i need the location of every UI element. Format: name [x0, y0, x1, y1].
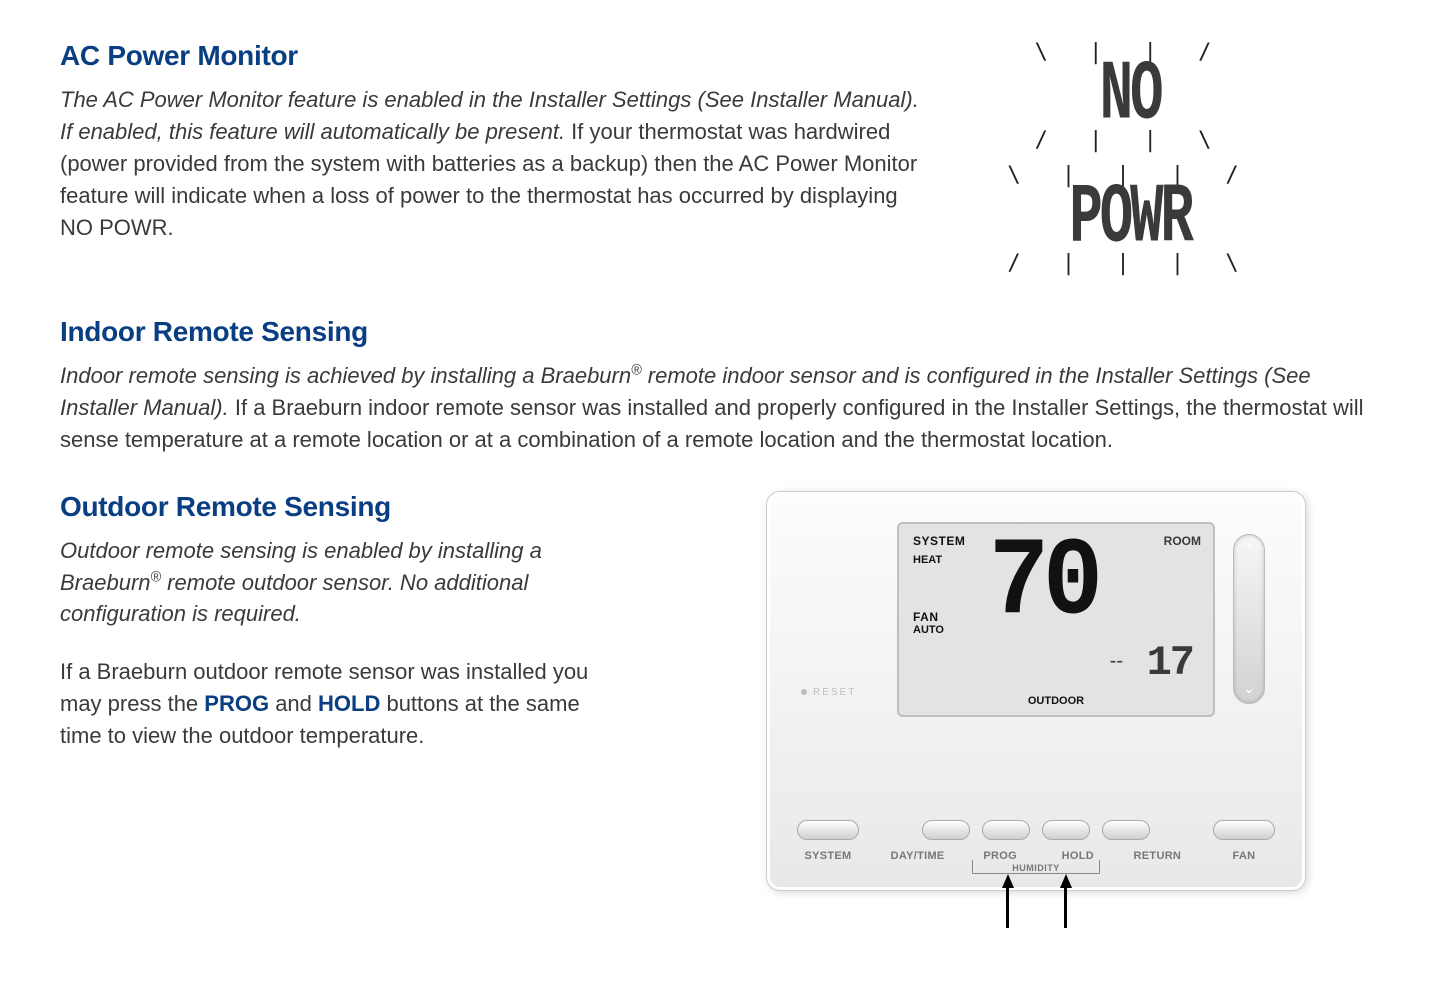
screen-outdoor-temp: 17 — [1147, 639, 1193, 687]
lcd-no-powr-figure: \ | | / NO / | | \ \ | | | / POWR / | | … — [970, 40, 1290, 276]
registered-mark-icon: ® — [151, 569, 162, 585]
section-indoor-remote-sensing: Indoor Remote Sensing Indoor remote sens… — [60, 316, 1392, 456]
thermostat-device: RESET SYSTEM HEAT FAN AUTO 70 ROOM -- 17… — [766, 491, 1306, 891]
daytime-button-label: DAY/TIME — [889, 850, 947, 862]
section-outdoor-remote-sensing: Outdoor Remote Sensing Outdoor remote se… — [60, 491, 1392, 891]
hold-ref: HOLD — [318, 691, 380, 716]
thermostat-screen: SYSTEM HEAT FAN AUTO 70 ROOM -- 17 OUTDO… — [897, 522, 1215, 717]
arrow-stem-icon — [1064, 888, 1067, 928]
section2-italic-pre: Indoor remote sensing is achieved by ins… — [60, 363, 631, 388]
screen-room-label: ROOM — [1164, 534, 1201, 548]
arrow-stem-icon — [1006, 888, 1009, 928]
reset-dot-icon — [801, 689, 807, 695]
section2-paragraph: Indoor remote sensing is achieved by ins… — [60, 360, 1392, 456]
section3-mid: and — [269, 691, 318, 716]
section3-para2: If a Braeburn outdoor remote sensor was … — [60, 656, 620, 752]
section3-text: Outdoor Remote Sensing Outdoor remote se… — [60, 491, 620, 752]
section-ac-power-monitor: AC Power Monitor The AC Power Monitor fe… — [60, 40, 1392, 276]
humidity-label: HUMIDITY — [1006, 863, 1066, 873]
section1-text: AC Power Monitor The AC Power Monitor fe… — [60, 40, 930, 243]
thermostat-slider[interactable]: ⌃ ⌄ — [1233, 534, 1265, 704]
screen-outdoor-label: OUTDOOR — [899, 695, 1213, 707]
prog-ref: PROG — [204, 691, 269, 716]
registered-mark-icon: ® — [631, 363, 642, 379]
system-button[interactable] — [797, 820, 859, 840]
thermostat-figure: RESET SYSTEM HEAT FAN AUTO 70 ROOM -- 17… — [680, 491, 1392, 891]
lcd-line1: NO — [1100, 59, 1161, 135]
section1-paragraph: The AC Power Monitor feature is enabled … — [60, 84, 930, 243]
thermostat-button-row — [797, 820, 1275, 840]
reset-label: RESET — [813, 687, 856, 698]
return-button[interactable] — [1102, 820, 1150, 840]
chevron-down-icon: ⌄ — [1234, 680, 1264, 697]
daytime-button[interactable] — [922, 820, 970, 840]
humidity-bracket: HUMIDITY — [972, 860, 1100, 874]
screen-outdoor-neg: -- — [1110, 650, 1123, 673]
section1-heading: AC Power Monitor — [60, 40, 930, 72]
reset-row: RESET — [801, 687, 856, 698]
lcd-line2: POWR — [1069, 182, 1191, 258]
hold-button[interactable] — [1042, 820, 1090, 840]
system-button-label: SYSTEM — [797, 850, 859, 862]
return-button-label: RETURN — [1131, 850, 1183, 862]
chevron-up-icon: ⌃ — [1234, 541, 1264, 558]
fan-button[interactable] — [1213, 820, 1275, 840]
screen-main-temp: 70 — [989, 522, 1097, 646]
section3-heading: Outdoor Remote Sensing — [60, 491, 620, 523]
section3-italic: Outdoor remote sensing is enabled by ins… — [60, 535, 620, 631]
prog-button[interactable] — [982, 820, 1030, 840]
section2-body: If a Braeburn indoor remote sensor was i… — [60, 395, 1364, 452]
arrow-up-icon — [1060, 874, 1072, 888]
section2-heading: Indoor Remote Sensing — [60, 316, 1392, 348]
fan-button-label: FAN — [1213, 850, 1275, 862]
arrow-up-icon — [1002, 874, 1014, 888]
